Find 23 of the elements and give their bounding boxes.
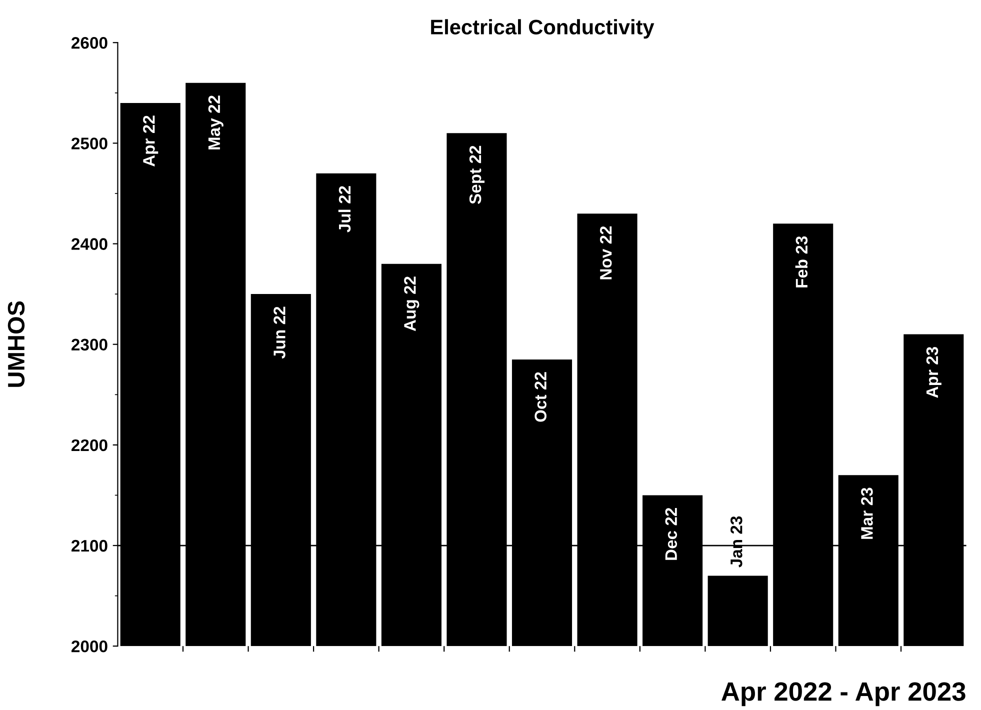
x-tick-label: Apr 22 [143,116,158,166]
y-tick-label: 2500 [72,138,108,150]
x-tick-label: Dec 22 [665,508,678,560]
x-axis-title: Apr 2022 - Apr 2023 [722,682,966,706]
x-tick-label: Nov 22 [600,226,612,280]
x-tick-label: Feb 23 [795,236,808,288]
y-tick-label: 2400 [72,238,108,250]
x-tick-label: Jan 23 [730,516,742,568]
x-tick-label: Jul 22 [338,186,351,232]
y-tick-label: 2100 [72,540,108,552]
x-tick-label: Sept 22 [469,146,484,204]
x-tick-label: Mar 23 [861,488,873,539]
chart-title: Electrical Conductivity [431,19,654,39]
y-tick-label: 2600 [72,37,108,49]
x-tick-label: Aug 22 [404,276,420,332]
x-tick-label: Jun 22 [274,306,286,359]
y-tick-label: 2000 [72,640,108,652]
x-tick-label: Apr 23 [926,346,942,398]
y-axis-title: UMHOS [8,301,25,387]
x-tick-label: May 22 [208,96,224,150]
x-tick-label: Oct 22 [534,372,546,422]
y-tick-label: 2300 [72,338,108,351]
y-tick-label: 2200 [72,439,108,452]
